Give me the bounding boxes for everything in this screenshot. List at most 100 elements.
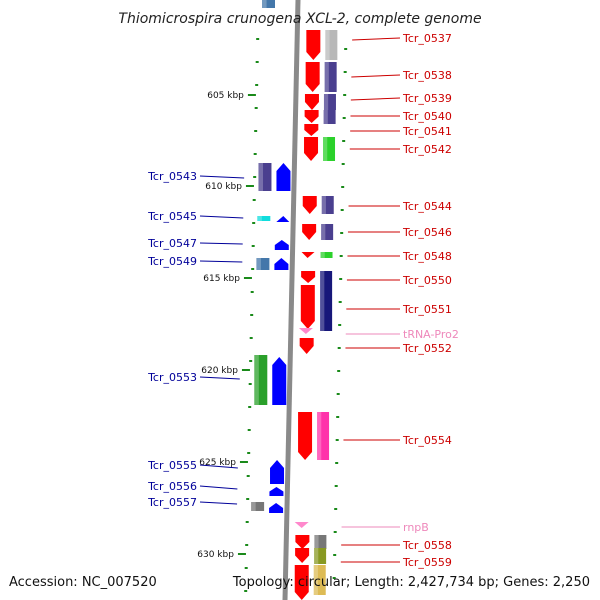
cog-box: [251, 502, 265, 511]
minor-tick: [341, 163, 345, 165]
cog-box-shade: [257, 216, 262, 221]
minor-tick: [248, 383, 252, 385]
gene-label-left: Tcr_0555: [147, 459, 197, 472]
major-tick: [237, 553, 246, 555]
minor-tick: [247, 429, 251, 431]
cog-box: [323, 137, 336, 161]
cog-box-shade: [321, 224, 326, 240]
gene-arrow-forward: [269, 503, 284, 513]
cog-box: [314, 548, 327, 564]
minor-tick: [253, 153, 257, 155]
gene-label-right: Tcr_0551: [402, 303, 452, 316]
cog-box: [262, 0, 275, 8]
minor-tick: [251, 245, 255, 247]
cog-box-shade: [317, 412, 322, 460]
cog-box: [320, 252, 333, 258]
cog-box-shade: [325, 30, 330, 60]
gene-label-right: rnpB: [403, 521, 429, 534]
minor-tick: [253, 176, 257, 178]
gene-arrow-reverse: [294, 565, 309, 600]
cog-box: [321, 224, 334, 240]
minor-tick: [339, 278, 343, 280]
gene-arrow-reverse: [306, 30, 321, 60]
gene-arrow-reverse: [295, 535, 310, 549]
cog-box-shade: [323, 110, 328, 124]
cog-box-shade: [256, 258, 261, 270]
gene-label-right: Tcr_0537: [402, 32, 452, 45]
minor-tick: [250, 314, 254, 316]
minor-tick: [332, 577, 336, 579]
leader-line: [199, 464, 238, 469]
map-title: Thiomicrospira crunogena XCL-2, complete…: [118, 11, 481, 27]
cog-box: [321, 196, 334, 214]
minor-tick: [335, 439, 339, 441]
leader-line: [199, 260, 243, 263]
gene-arrow-reverse: [304, 137, 319, 161]
gene-arrow-forward: [272, 357, 287, 405]
gene-arrow-reverse: [302, 224, 317, 240]
minor-tick: [343, 71, 347, 73]
gene-label-right: Tcr_0548: [402, 250, 452, 263]
minor-tick: [245, 544, 249, 546]
minor-tick: [333, 531, 337, 533]
minor-tick: [342, 140, 346, 142]
cog-box: [323, 94, 336, 110]
tick-label: 620 kbp: [201, 366, 238, 376]
leader-line: [351, 74, 401, 78]
cog-box-shade: [314, 548, 319, 564]
gene-label-right: Tcr_0542: [402, 143, 452, 156]
gene-label-right: Tcr_0540: [402, 110, 452, 123]
minor-tick: [335, 462, 339, 464]
leader-line: [199, 376, 240, 380]
leader-line: [199, 215, 244, 219]
rnpb-glyph: [294, 522, 309, 528]
cog-box-shade: [323, 94, 329, 110]
tick-label: 615 kbp: [203, 274, 240, 284]
gene-arrow-reverse: [299, 338, 314, 354]
minor-tick: [245, 521, 249, 523]
cog-box: [313, 565, 326, 595]
minor-tick: [336, 393, 340, 395]
minor-tick: [338, 301, 342, 303]
gene-label-right: Tcr_0544: [402, 200, 452, 213]
cog-box-shade: [262, 0, 267, 8]
gene-label-left: Tcr_0557: [147, 496, 197, 509]
tick-label: 625 kbp: [199, 458, 236, 468]
gene-label-left: Tcr_0553: [147, 371, 197, 384]
tick-label: 605 kbp: [207, 91, 244, 101]
leader-line: [350, 97, 401, 101]
minor-tick: [341, 186, 345, 188]
minor-tick: [249, 337, 253, 339]
gene-arrow-reverse: [304, 94, 319, 110]
gene-arrow-reverse: [295, 548, 310, 563]
gene-label-right: Tcr_0552: [402, 342, 452, 355]
gene-label-right: Tcr_0558: [402, 539, 452, 552]
minor-tick: [334, 485, 338, 487]
minor-tick: [250, 291, 254, 293]
cog-box: [317, 412, 330, 460]
gene-arrow-reverse: [301, 271, 316, 283]
minor-tick: [334, 508, 338, 510]
gene-arrow-forward: [276, 216, 290, 222]
cog-box-shade: [258, 163, 264, 191]
minor-tick: [251, 268, 255, 270]
major-tick: [247, 94, 256, 96]
minor-tick: [247, 452, 251, 454]
gene-arrow-forward: [274, 258, 289, 270]
gene-label-left: Tcr_0556: [147, 480, 197, 493]
major-tick: [243, 277, 252, 279]
gene-label-right: Tcr_0550: [402, 274, 452, 287]
leader-line: [199, 175, 245, 179]
cog-box: [323, 110, 336, 124]
gene-label-left: Tcr_0543: [147, 170, 197, 183]
minor-tick: [344, 48, 348, 50]
gene-arrow-reverse: [301, 252, 315, 258]
minor-tick: [252, 222, 256, 224]
topology-text: Topology: circular; Length: 2,427,734 bp…: [232, 575, 590, 590]
minor-tick: [340, 209, 344, 211]
minor-tick: [337, 347, 341, 349]
tick-label: 630 kbp: [197, 550, 234, 560]
gene-arrow-reverse: [304, 124, 319, 136]
minor-tick: [336, 416, 340, 418]
